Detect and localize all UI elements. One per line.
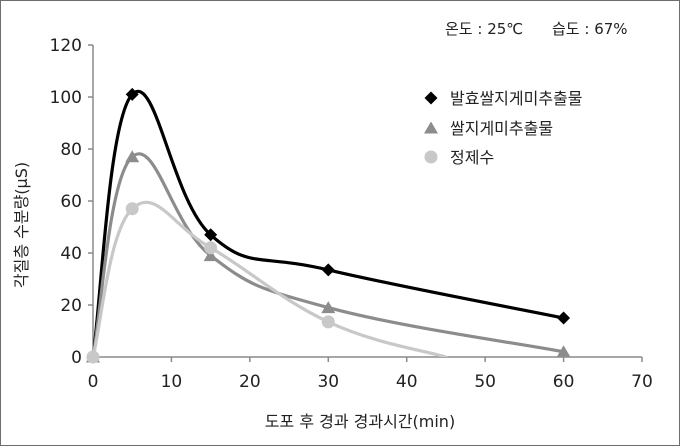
y-tick-label: 80 <box>60 140 82 160</box>
legend-label: 정제수 <box>450 148 494 167</box>
data-point <box>204 228 218 242</box>
data-point <box>321 315 335 329</box>
data-point <box>321 263 335 277</box>
legend-label: 발효쌀지게미추출물 <box>450 89 582 108</box>
humidity-condition: 습도 : 67% <box>552 20 628 38</box>
data-point <box>125 87 139 101</box>
y-axis-title: 각질층 수분량(μS) <box>12 162 31 288</box>
x-axis-title: 도포 후 경과 경과시간(min) <box>265 412 455 431</box>
data-point <box>125 202 139 216</box>
y-tick-label: 20 <box>60 296 82 316</box>
y-tick-labels: 0 20 40 60 80 100 120 <box>50 36 93 368</box>
y-tick-label: 60 <box>60 192 82 212</box>
data-point <box>204 241 218 255</box>
y-tick-label: 100 <box>50 88 82 108</box>
data-point <box>203 249 218 262</box>
x-tick-label: 0 <box>88 372 99 392</box>
y-tick-label: 40 <box>60 244 82 264</box>
data-point <box>125 150 140 163</box>
x-tick-label: 40 <box>396 372 418 392</box>
legend-marker <box>424 121 438 134</box>
data-point <box>557 311 571 325</box>
temperature-condition: 온도 : 25℃ <box>445 20 523 38</box>
data-point <box>86 350 100 364</box>
series-line-0 <box>93 89 566 357</box>
x-tick-label: 70 <box>631 372 653 392</box>
data-point <box>556 345 571 358</box>
series-markers <box>86 87 571 364</box>
x-tick-label: 30 <box>317 372 339 392</box>
legend-marker <box>424 91 438 105</box>
x-tick-label: 10 <box>161 372 183 392</box>
legend-label: 쌀지게미추출물 <box>450 119 553 138</box>
x-tick-labels: 0 10 20 30 40 50 60 70 <box>88 357 653 392</box>
legend-marker <box>424 150 438 164</box>
x-tick-label: 20 <box>239 372 261 392</box>
y-tick-label: 120 <box>50 36 82 56</box>
x-tick-label: 60 <box>553 372 575 392</box>
data-point <box>321 301 336 314</box>
series-line-2 <box>93 200 448 357</box>
x-tick-label: 50 <box>474 372 496 392</box>
y-tick-label: 0 <box>71 348 82 368</box>
